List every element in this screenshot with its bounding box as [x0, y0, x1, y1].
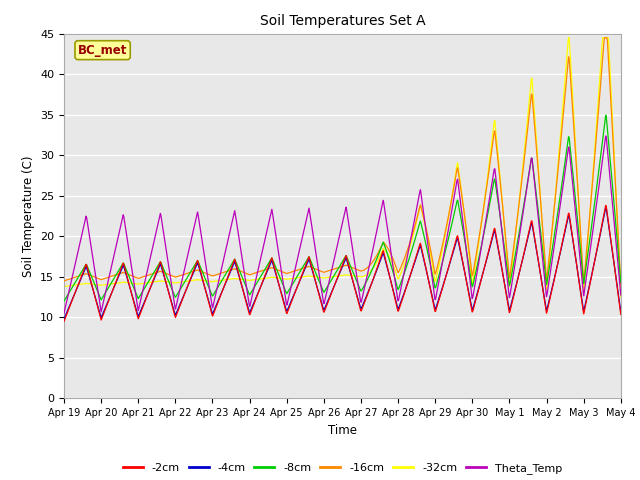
- Theta_Temp: [87, 241, 95, 247]
- -32cm: [564, 35, 572, 40]
- -8cm: [60, 298, 68, 304]
- -32cm: [617, 294, 625, 300]
- -4cm: [617, 309, 625, 315]
- -16cm: [617, 282, 625, 288]
- Text: BC_met: BC_met: [78, 44, 127, 57]
- -2cm: [291, 289, 299, 295]
- -4cm: [598, 225, 605, 230]
- -8cm: [163, 275, 171, 281]
- -2cm: [163, 285, 171, 290]
- -16cm: [388, 254, 396, 260]
- -16cm: [589, 175, 596, 181]
- -32cm: [163, 279, 171, 285]
- -16cm: [598, 69, 605, 74]
- Theta_Temp: [388, 257, 396, 263]
- X-axis label: Time: Time: [328, 424, 357, 437]
- -32cm: [60, 284, 68, 289]
- -2cm: [388, 283, 396, 289]
- -2cm: [60, 319, 68, 324]
- -2cm: [617, 312, 625, 317]
- -8cm: [291, 277, 299, 283]
- Theta_Temp: [60, 311, 68, 316]
- Legend: -2cm, -4cm, -8cm, -16cm, -32cm, Theta_Temp: -2cm, -4cm, -8cm, -16cm, -32cm, Theta_Te…: [118, 459, 566, 479]
- -8cm: [388, 266, 396, 272]
- Theta_Temp: [589, 228, 596, 233]
- -16cm: [291, 268, 299, 274]
- -32cm: [291, 275, 299, 281]
- -16cm: [60, 278, 68, 284]
- -32cm: [87, 281, 95, 287]
- Line: Theta_Temp: Theta_Temp: [64, 136, 621, 313]
- Line: -32cm: -32cm: [64, 37, 621, 297]
- Line: -2cm: -2cm: [64, 205, 621, 322]
- -4cm: [60, 316, 68, 322]
- -2cm: [589, 267, 596, 273]
- -2cm: [87, 278, 95, 284]
- -2cm: [598, 223, 605, 229]
- Theta_Temp: [163, 254, 171, 260]
- Theta_Temp: [602, 133, 609, 139]
- Line: -4cm: -4cm: [64, 208, 621, 319]
- -32cm: [388, 260, 396, 265]
- -4cm: [291, 289, 299, 295]
- -8cm: [589, 213, 596, 219]
- Line: -8cm: -8cm: [64, 115, 621, 301]
- -32cm: [589, 163, 597, 168]
- Theta_Temp: [291, 266, 299, 272]
- Theta_Temp: [598, 164, 605, 169]
- Title: Soil Temperatures Set A: Soil Temperatures Set A: [260, 14, 425, 28]
- -8cm: [602, 112, 609, 118]
- -8cm: [87, 272, 95, 277]
- -8cm: [598, 145, 605, 151]
- Theta_Temp: [617, 292, 625, 298]
- Y-axis label: Soil Temperature (C): Soil Temperature (C): [22, 155, 35, 277]
- -16cm: [87, 273, 95, 278]
- -4cm: [87, 279, 95, 285]
- -2cm: [602, 203, 609, 208]
- -16cm: [163, 271, 171, 277]
- -4cm: [388, 283, 396, 288]
- -4cm: [589, 266, 596, 272]
- -16cm: [601, 35, 609, 40]
- -32cm: [598, 40, 606, 46]
- Line: -16cm: -16cm: [64, 37, 621, 285]
- -8cm: [617, 280, 625, 286]
- -4cm: [602, 205, 609, 211]
- -4cm: [163, 285, 171, 290]
